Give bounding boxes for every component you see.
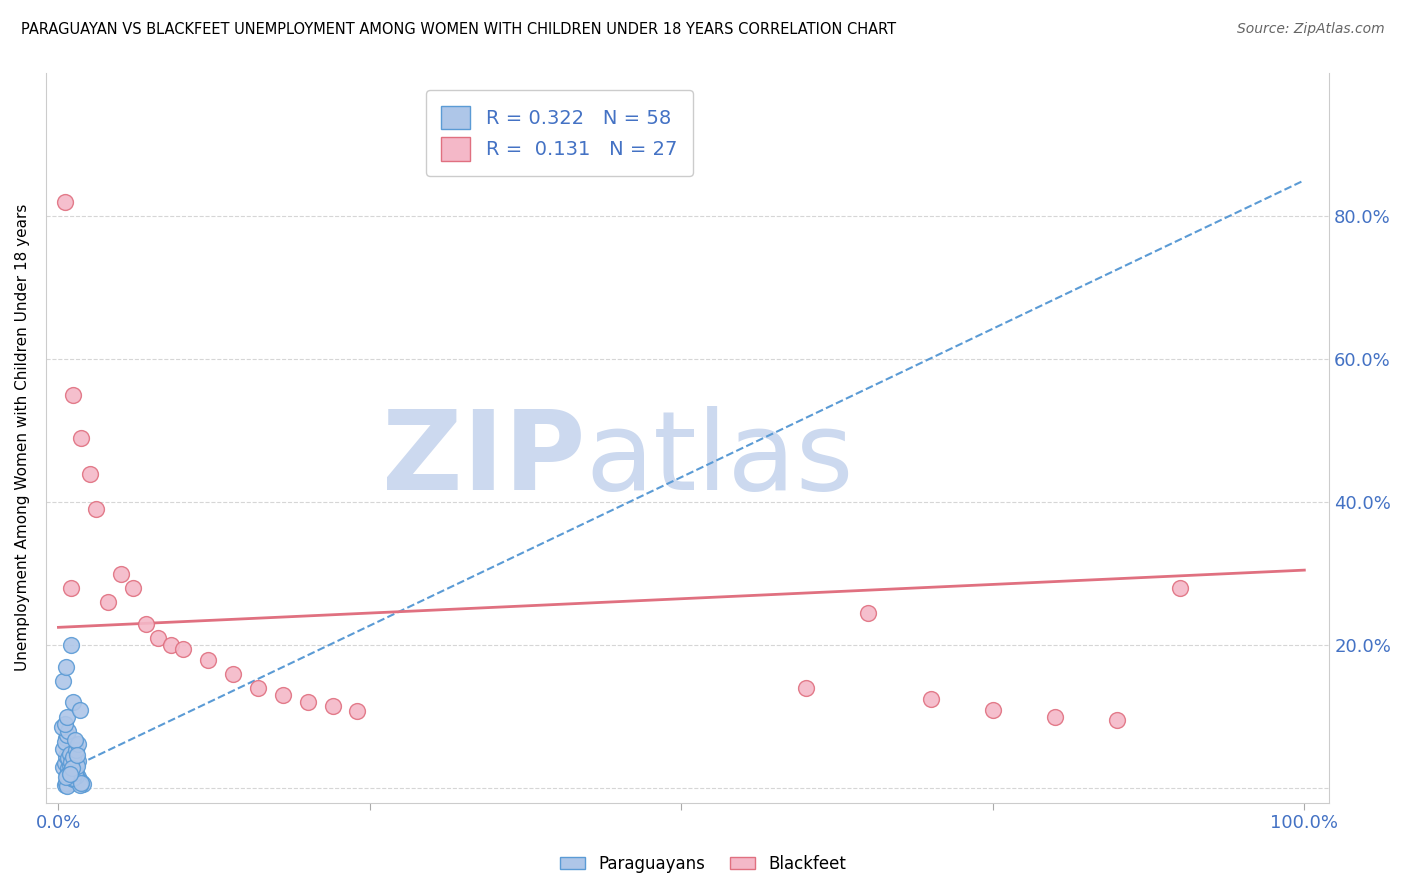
Point [52, 742, 75, 756]
Point [97, 595, 120, 609]
Point [53, 717, 76, 731]
Point [62, 388, 84, 402]
Point [794, 681, 817, 695]
Point [52, 673, 75, 688]
Point [66, 773, 89, 788]
Point [346, 704, 368, 718]
Point [66, 759, 89, 773]
Point [122, 581, 145, 595]
Point [59, 757, 82, 772]
Point [56, 710, 79, 724]
Point [70, 775, 93, 789]
Point [271, 688, 294, 702]
Point [65, 743, 87, 757]
Point [981, 703, 1004, 717]
Point [246, 681, 269, 695]
Point [110, 566, 132, 581]
Point [55, 776, 77, 790]
Point [67, 754, 90, 768]
Point [59, 638, 82, 652]
Text: PARAGUAYAN VS BLACKFEET UNEMPLOYMENT AMONG WOMEN WITH CHILDREN UNDER 18 YEARS CO: PARAGUAYAN VS BLACKFEET UNEMPLOYMENT AMO… [21, 22, 896, 37]
Point [65, 769, 87, 783]
Point [52, 760, 75, 774]
Point [172, 641, 194, 656]
Point [65, 765, 87, 780]
Point [63, 732, 86, 747]
Point [84, 502, 107, 516]
Point [59, 755, 82, 769]
Point [70, 775, 93, 789]
Y-axis label: Unemployment Among Women with Children Under 18 years: Unemployment Among Women with Children U… [15, 204, 30, 672]
Text: atlas: atlas [585, 406, 853, 513]
Point [58, 751, 80, 765]
Point [66, 772, 89, 787]
Point [53, 194, 76, 209]
Point [920, 691, 942, 706]
Point [159, 638, 181, 652]
Point [56, 767, 79, 781]
Point [146, 631, 169, 645]
Point [59, 764, 82, 778]
Point [53, 735, 76, 749]
Point [59, 775, 82, 789]
Point [1043, 710, 1066, 724]
Point [63, 764, 86, 778]
Text: Source: ZipAtlas.com: Source: ZipAtlas.com [1237, 22, 1385, 37]
Point [62, 772, 84, 786]
Point [58, 761, 80, 775]
Point [62, 749, 84, 764]
Point [858, 606, 880, 620]
Point [53, 778, 76, 792]
Point [67, 770, 90, 784]
Point [53, 756, 76, 771]
Point [60, 768, 83, 782]
Point [69, 779, 91, 793]
Point [59, 767, 82, 781]
Point [70, 431, 93, 445]
Point [135, 616, 157, 631]
Point [222, 666, 245, 681]
Point [60, 746, 83, 760]
Point [51, 721, 73, 735]
Point [66, 748, 89, 763]
Point [62, 696, 84, 710]
Point [63, 766, 86, 780]
Point [1107, 714, 1129, 728]
Point [55, 749, 77, 764]
Point [59, 753, 82, 767]
Legend: R = 0.322   N = 58, R =  0.131   N = 27: R = 0.322 N = 58, R = 0.131 N = 27 [426, 90, 693, 177]
Point [60, 760, 83, 774]
Point [79, 467, 101, 481]
Point [60, 762, 83, 776]
Point [63, 739, 86, 753]
Point [55, 770, 77, 784]
Point [55, 659, 77, 673]
Point [322, 699, 344, 714]
Point [72, 777, 94, 791]
Point [59, 767, 82, 781]
Point [59, 581, 82, 595]
Point [69, 703, 91, 717]
Point [58, 724, 80, 739]
Point [58, 774, 80, 789]
Point [67, 737, 90, 751]
Legend: Paraguayans, Blackfeet: Paraguayans, Blackfeet [553, 848, 853, 880]
Point [55, 731, 77, 746]
Point [62, 771, 84, 785]
Text: ZIP: ZIP [381, 406, 585, 513]
Point [56, 728, 79, 742]
Point [62, 772, 84, 786]
Point [297, 696, 319, 710]
Point [1168, 581, 1191, 595]
Point [59, 747, 82, 761]
Point [56, 779, 79, 793]
Point [197, 652, 219, 666]
